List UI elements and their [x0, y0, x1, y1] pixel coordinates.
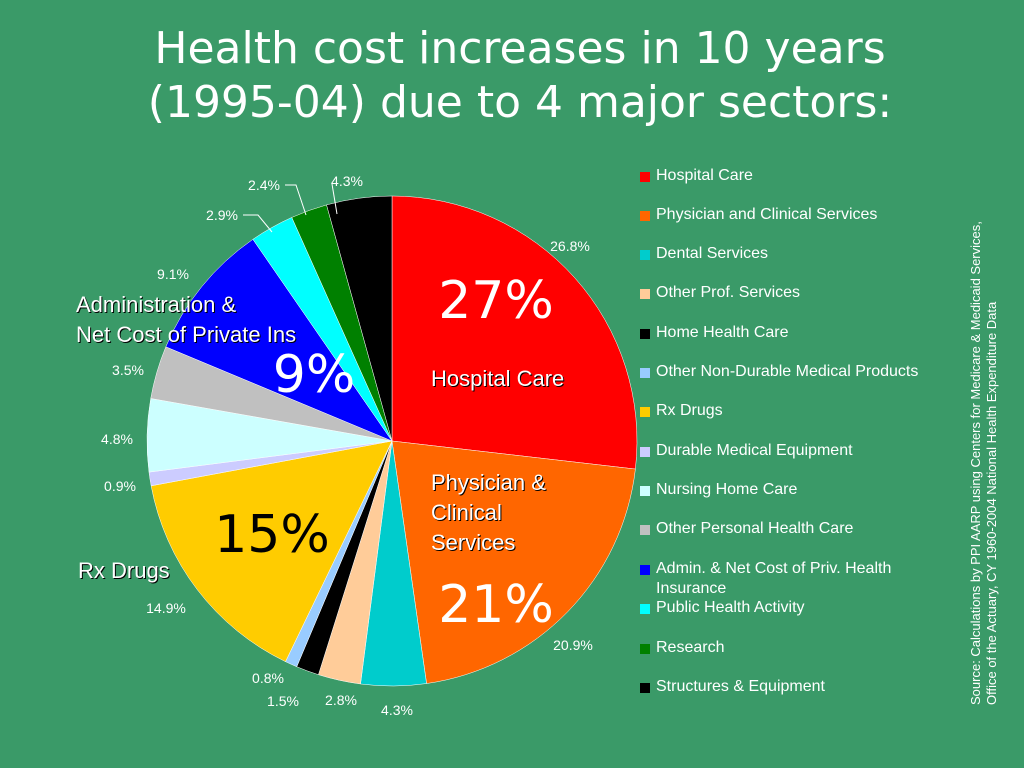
physician-callout-line-3: Services	[431, 530, 516, 555]
leader-line	[285, 184, 307, 216]
value-labels: 26.8% 20.9% 4.3% 2.8% 1.5% 0.8% 14.9% 0.9% 4.8% 3…	[101, 173, 593, 718]
legend-item: Other Prof. Services	[640, 283, 946, 303]
legend-swatch	[640, 525, 650, 535]
legend-label: Hospital Care	[656, 167, 753, 184]
legend-label: Other Prof. Services	[656, 284, 801, 301]
legend-swatch	[640, 407, 650, 417]
hospital-care-callout: Hospital Care	[431, 366, 565, 391]
source-note: Source: Calculations by PPI AARP using C…	[968, 165, 1000, 705]
legend-swatch	[640, 447, 650, 457]
legend-item: Physician and Clinical Services	[640, 205, 946, 225]
legend-swatch	[640, 250, 650, 260]
physician-callout: Physician & Clinical Services	[431, 468, 546, 558]
value-label: 4.8%	[101, 431, 133, 447]
administration-callout-line-1: Administration &	[76, 292, 237, 317]
value-label: 0.8%	[252, 670, 284, 686]
legend-item: Public Health Activity	[640, 598, 946, 618]
legend-item: Other Non-Durable Medical Products	[640, 362, 946, 382]
pie-slice-hospital-care	[391, 195, 638, 470]
legend-item: Hospital Care	[640, 166, 946, 186]
chart-title: Health cost increases in 10 years (1995-…	[40, 22, 1000, 130]
value-label: 4.3%	[381, 702, 413, 718]
administration-callout: Administration & Net Cost of Private Ins	[76, 290, 296, 350]
pie-slices	[146, 195, 638, 687]
physician-callout-line-2: Clinical	[431, 500, 502, 525]
legend-item: Admin. & Net Cost of Priv. Health Insura…	[640, 559, 946, 599]
legend-item: Rx Drugs	[640, 401, 946, 421]
source-line-1: Source: Calculations by PPI AARP using C…	[968, 221, 983, 705]
legend-swatch	[640, 644, 650, 654]
legend-label: Dental Services	[656, 245, 769, 262]
legend-swatch	[640, 368, 650, 378]
value-label: 0.9%	[104, 478, 136, 494]
pie-slice-structures-equipment	[326, 195, 393, 442]
legend-swatch	[640, 172, 650, 182]
value-label: 2.4%	[248, 177, 280, 193]
legend-swatch	[640, 604, 650, 614]
pie-slice-physician-and-clinical-services	[391, 440, 636, 684]
value-label: 2.8%	[325, 692, 357, 708]
legend-item: Home Health Care	[640, 323, 946, 343]
legend-label: Durable Medical Equipment	[656, 442, 853, 459]
legend-label: Other Personal Health Care	[656, 520, 854, 537]
value-label: 9.1%	[157, 266, 189, 282]
legend-swatch	[640, 486, 650, 496]
legend-label: Home Health Care	[656, 324, 789, 341]
administration-callout-line-2: Net Cost of Private Ins	[76, 322, 297, 347]
value-label: 14.9%	[146, 600, 186, 616]
value-label: 2.9%	[206, 207, 238, 223]
legend-swatch	[640, 683, 650, 693]
value-label: 26.8%	[550, 238, 590, 254]
value-label: 4.3%	[331, 173, 363, 189]
legend-swatch	[640, 211, 650, 221]
legend-item: Other Personal Health Care	[640, 519, 946, 539]
pie-slice-admin-net-cost-of-priv-health-insurance	[165, 238, 393, 442]
legend-label: Research	[656, 639, 725, 656]
source-line-2: Office of the Actuary, CY 1960-2004 Nati…	[984, 301, 999, 705]
legend-swatch	[640, 289, 650, 299]
physician-callout-line-1: Physician &	[431, 470, 546, 495]
rx-drugs-callout: Rx Drugs	[78, 558, 170, 583]
legend-label: Structures & Equipment	[656, 678, 825, 695]
legend-label: Admin. & Net Cost of Priv. Health Insura…	[656, 560, 892, 597]
legend-item: Nursing Home Care	[640, 480, 946, 500]
rx-pct-callout: 15%	[214, 505, 330, 565]
physician-pct-callout: 21%	[438, 575, 554, 635]
legend-item: Durable Medical Equipment	[640, 441, 946, 461]
legend-label: Nursing Home Care	[656, 481, 798, 498]
value-label: 3.5%	[112, 362, 144, 378]
legend-label: Rx Drugs	[656, 402, 723, 419]
legend-label: Physician and Clinical Services	[656, 206, 878, 223]
title-line-1: Health cost increases in 10 years	[154, 23, 886, 74]
legend-swatch	[640, 329, 650, 339]
leader-line	[331, 183, 338, 215]
legend-swatch	[640, 565, 650, 575]
legend-item: Structures & Equipment	[640, 677, 946, 697]
value-label: 20.9%	[553, 637, 593, 653]
value-label: 1.5%	[267, 693, 299, 709]
legend-item: Research	[640, 638, 946, 658]
admin-pct-callout: 9%	[273, 345, 356, 405]
hospital-pct-callout: 27%	[438, 271, 554, 331]
title-line-2: (1995-04) due to 4 major sectors:	[147, 77, 893, 128]
leader-lines	[243, 183, 338, 233]
legend-label: Public Health Activity	[656, 599, 805, 616]
leader-line	[243, 214, 273, 233]
legend-label: Other Non-Durable Medical Products	[656, 363, 919, 380]
legend-item: Dental Services	[640, 244, 946, 264]
pie-slice-rx-drugs	[150, 440, 393, 662]
